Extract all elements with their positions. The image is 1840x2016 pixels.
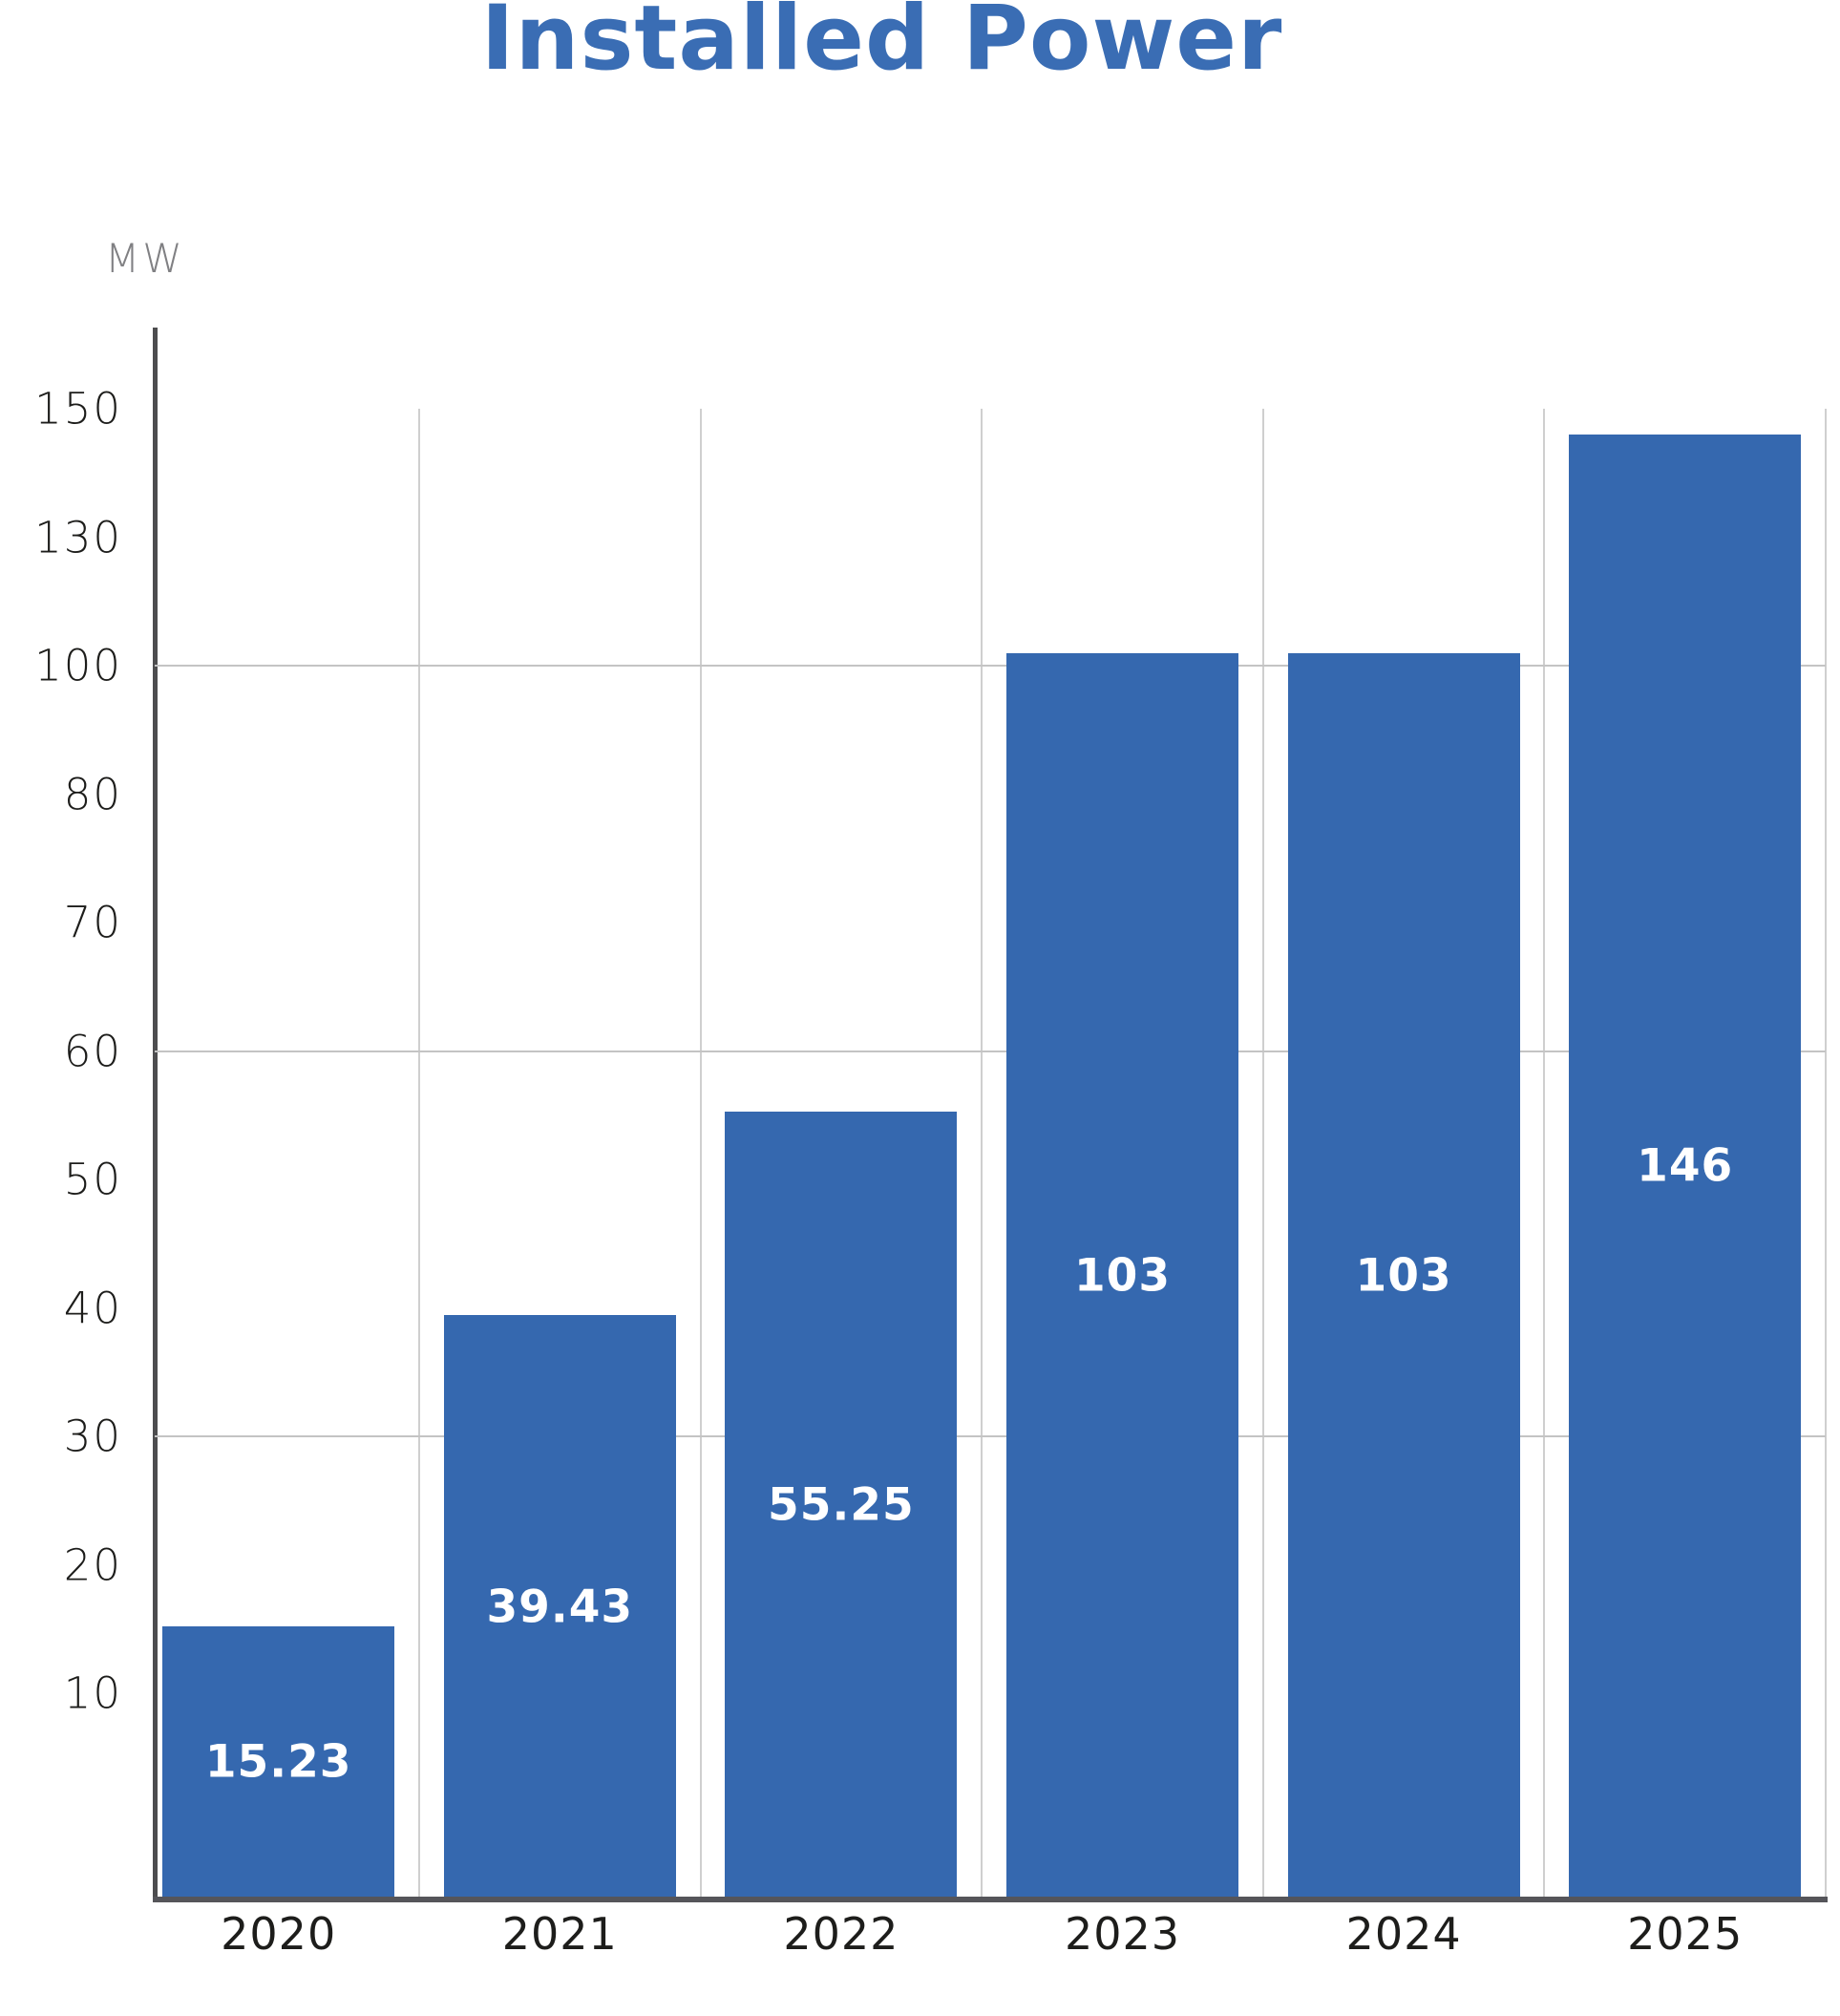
y-axis-line (153, 328, 158, 1900)
y-tick-label: 130 (34, 512, 122, 562)
bar-value-label: 55.25 (768, 1478, 915, 1532)
column-gridline (1825, 409, 1827, 1899)
y-tick-label: 20 (63, 1539, 122, 1590)
bar-2022: 55.25 (725, 1112, 958, 1899)
y-tick-label: 70 (63, 897, 122, 948)
bar-value-label: 146 (1637, 1139, 1734, 1193)
column-gridline (1261, 409, 1264, 1899)
x-tick-label: 2022 (783, 1908, 899, 1960)
y-tick-label: 50 (63, 1154, 122, 1205)
x-axis-baseline (153, 1897, 1828, 1902)
y-tick-label: 100 (34, 640, 122, 691)
column-gridline (981, 409, 983, 1899)
y-tick-label: 10 (63, 1667, 122, 1719)
bar-2020: 15.23 (162, 1625, 395, 1899)
bar-2024: 103 (1287, 652, 1520, 1899)
y-tick-label: 30 (63, 1411, 122, 1462)
y-axis-unit-label: MW (105, 235, 185, 282)
column-gridline (1543, 409, 1546, 1899)
bar-2023: 103 (1006, 652, 1238, 1899)
x-tick-label: 2023 (1064, 1908, 1181, 1960)
horizontal-gridline (155, 665, 1826, 667)
bar-value-label: 103 (1355, 1249, 1452, 1303)
x-tick-label: 2025 (1627, 1908, 1744, 1960)
x-tick-label: 2021 (501, 1908, 618, 1960)
bar-2025: 146 (1569, 434, 1802, 1899)
y-tick-label: 150 (34, 383, 122, 435)
bar-value-label: 103 (1073, 1249, 1172, 1303)
column-gridline (699, 409, 702, 1899)
chart-title: Installed Power (480, 0, 1283, 91)
horizontal-gridline (155, 1435, 1826, 1437)
y-tick-label: 60 (63, 1026, 122, 1076)
bar-2021: 39.43 (443, 1315, 676, 1899)
x-tick-label: 2020 (221, 1908, 337, 1960)
bar-value-label: 15.23 (204, 1735, 352, 1789)
column-gridline (418, 409, 420, 1899)
bar-value-label: 39.43 (486, 1581, 634, 1634)
y-tick-label: 80 (63, 769, 122, 819)
horizontal-gridline (155, 1050, 1826, 1052)
x-tick-label: 2024 (1345, 1908, 1462, 1960)
y-tick-label: 40 (63, 1283, 122, 1333)
